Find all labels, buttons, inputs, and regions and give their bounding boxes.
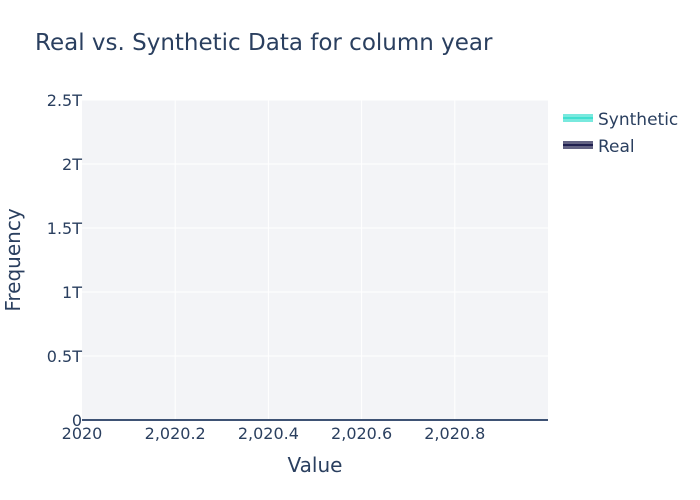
x-tick-label: 2020 <box>62 424 103 443</box>
legend-label-synthetic: Synthetic <box>598 110 678 130</box>
legend[interactable]: Synthetic Real <box>563 110 678 157</box>
y-tick-label: 1T <box>62 283 82 302</box>
y-axis-title: Frequency <box>1 208 25 311</box>
y-axis-ticks: 0 0.5T 1T 1.5T 2T 2.5T <box>47 91 82 430</box>
x-tick-label: 2,020.6 <box>331 424 392 443</box>
plot-area <box>82 99 548 421</box>
chart-title: Real vs. Synthetic Data for column year <box>35 30 493 56</box>
x-tick-label: 2,020.4 <box>238 424 299 443</box>
y-tick-label: 1.5T <box>47 219 82 238</box>
x-gridlines <box>174 100 456 420</box>
y-tick-label: 2.5T <box>47 91 82 110</box>
y-gridlines <box>82 99 548 357</box>
y-tick-label: 0 <box>72 411 82 430</box>
x-tick-label: 2,020.2 <box>145 424 206 443</box>
x-axis-title: Value <box>288 453 343 477</box>
y-tick-label: 0.5T <box>47 347 82 366</box>
legend-item-synthetic[interactable]: Synthetic <box>563 110 678 130</box>
x-tick-label: 2,020.8 <box>424 424 485 443</box>
y-tick-label: 2T <box>62 155 82 174</box>
plot-background <box>82 100 548 420</box>
legend-item-real[interactable]: Real <box>563 137 635 157</box>
x-axis-ticks: 2020 2,020.2 2,020.4 2,020.6 2,020.8 <box>62 424 486 443</box>
legend-label-real: Real <box>598 137 635 157</box>
